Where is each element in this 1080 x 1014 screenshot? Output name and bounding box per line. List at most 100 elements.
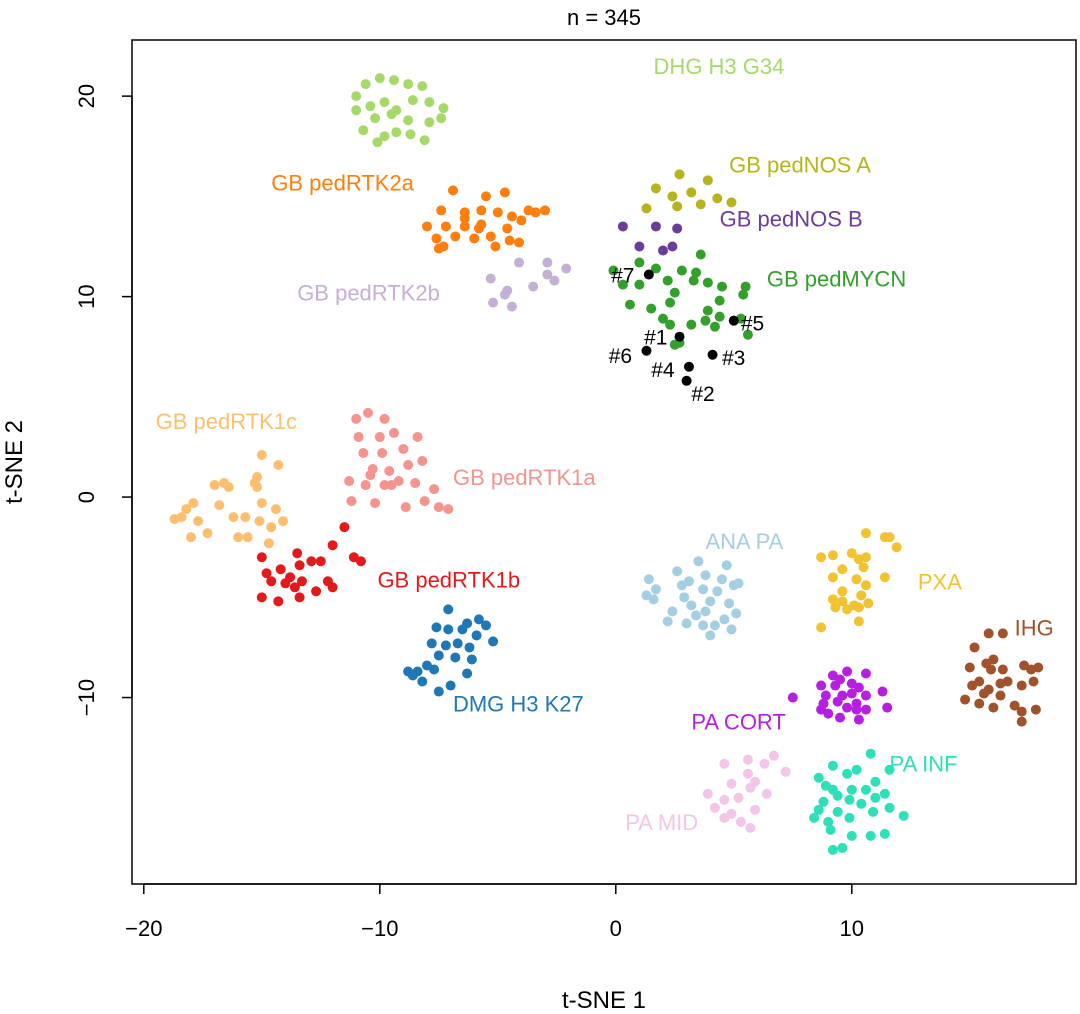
data-point [443, 624, 454, 635]
data-point [374, 73, 385, 84]
data-point [296, 576, 307, 587]
cluster-label: GB pedRTK1c [156, 409, 297, 434]
data-point [705, 630, 716, 641]
data-point [665, 319, 676, 330]
data-point [997, 628, 1008, 639]
data-point [827, 844, 838, 855]
data-point [223, 482, 234, 493]
data-point [837, 596, 848, 607]
data-point [469, 233, 480, 244]
labels-layer: DHG H3 G34 GB pedNOS A GB pedNOS B GB pedRT… [156, 54, 1054, 835]
data-point [417, 81, 428, 92]
data-point [827, 760, 838, 771]
data-point [860, 668, 871, 679]
data-point [440, 640, 451, 651]
data-point [450, 652, 461, 663]
data-point [641, 345, 652, 356]
data-point [709, 321, 720, 332]
data-point [738, 289, 749, 300]
data-point [1009, 700, 1020, 711]
data-point [294, 592, 305, 603]
data-point [745, 822, 756, 833]
data-point [702, 788, 713, 799]
data-point [273, 460, 284, 471]
data-point [860, 552, 871, 563]
data-point [379, 480, 390, 491]
data-point [837, 842, 848, 853]
data-point [825, 824, 836, 835]
data-point [249, 478, 260, 489]
data-point [726, 197, 737, 208]
data-point [863, 598, 874, 609]
data-point [273, 596, 284, 607]
data-point [473, 223, 484, 234]
data-point [407, 670, 418, 681]
data-point [995, 690, 1006, 701]
data-point [650, 584, 661, 595]
data-point [388, 75, 399, 86]
data-point [714, 311, 725, 322]
data-point [431, 622, 442, 633]
data-point [667, 241, 678, 252]
data-point [443, 604, 454, 615]
data-point [860, 580, 871, 591]
data-point [846, 830, 857, 841]
data-point [617, 221, 628, 232]
data-point [898, 810, 909, 821]
data-point [431, 233, 442, 244]
data-point [485, 273, 496, 284]
data-point [967, 680, 978, 691]
data-point [1028, 676, 1039, 687]
data-point [351, 105, 362, 116]
data-point [853, 616, 864, 627]
data-point [842, 768, 853, 779]
data-point [709, 620, 720, 631]
data-point [891, 542, 902, 553]
data-point [419, 135, 430, 146]
data-point [750, 804, 761, 815]
data-point [504, 235, 515, 246]
data-point [506, 211, 517, 222]
data-point [447, 185, 458, 196]
data-point [407, 95, 418, 106]
data-point [695, 199, 706, 210]
data-point [683, 361, 694, 372]
data-point [214, 500, 225, 511]
cluster-label: DHG H3 G34 [654, 54, 785, 79]
data-point [844, 812, 855, 823]
data-point [842, 666, 853, 677]
data-point [429, 484, 440, 495]
data-point [693, 556, 704, 567]
data-point [488, 297, 499, 308]
data-point [209, 480, 220, 491]
data-point [726, 624, 737, 635]
data-point [742, 768, 753, 779]
data-point [459, 221, 470, 232]
data-point [997, 664, 1008, 675]
data-point [733, 792, 744, 803]
data-point [728, 580, 739, 591]
data-point [851, 574, 862, 585]
data-point [433, 502, 444, 513]
data-point [358, 447, 369, 458]
data-point [978, 688, 989, 699]
data-point [188, 498, 199, 509]
data-point [624, 299, 635, 310]
data-point [735, 816, 746, 827]
data-point [202, 528, 213, 539]
data-point [884, 532, 895, 543]
data-point [787, 692, 798, 703]
data-point [742, 329, 753, 340]
data-point [634, 257, 645, 268]
data-point [391, 127, 402, 138]
axes: −20 −10 0 10 −10 0 10 20 [74, 84, 864, 941]
data-point [379, 131, 390, 142]
data-point [844, 794, 855, 805]
data-point [355, 556, 366, 567]
data-point [827, 550, 838, 561]
data-point [698, 584, 709, 595]
y-tick-label: −10 [74, 679, 99, 716]
data-point [1016, 716, 1027, 727]
data-point [379, 97, 390, 108]
data-point [358, 125, 369, 136]
